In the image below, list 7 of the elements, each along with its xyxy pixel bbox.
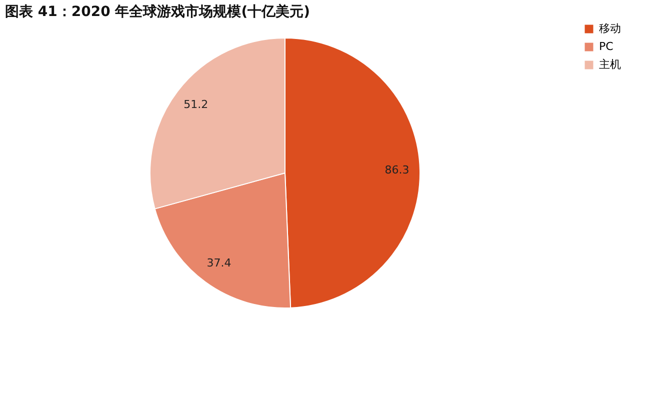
- legend-label: PC: [599, 40, 614, 53]
- legend-label: 主机: [599, 58, 621, 71]
- legend-label: 移动: [599, 22, 621, 35]
- data-label: 51.2: [184, 98, 208, 112]
- data-label: 37.4: [206, 256, 232, 270]
- data-label: 86.3: [384, 164, 410, 177]
- chart-title: 图表 41：2020 年全球游戏市场规模(十亿美元): [5, 3, 310, 20]
